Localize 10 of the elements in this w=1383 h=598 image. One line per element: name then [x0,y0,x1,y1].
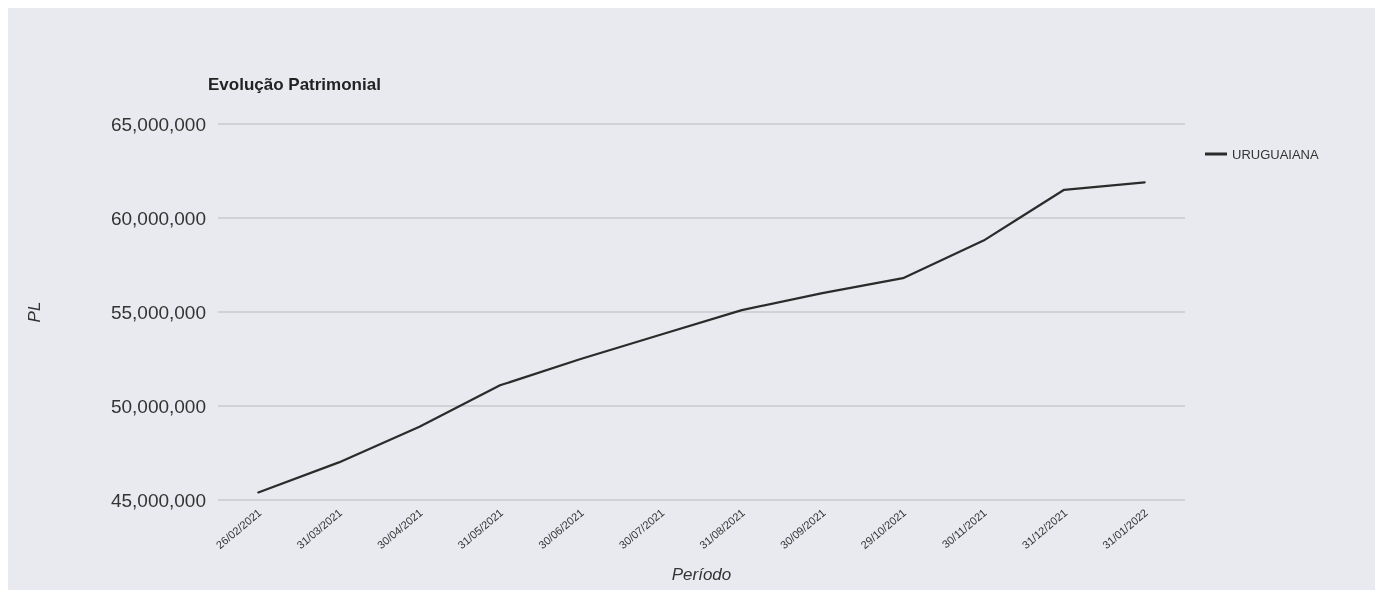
y-tick-label: 60,000,000 [110,207,206,229]
chart-title: Evolução Patrimonial [208,75,381,94]
y-tick-label: 50,000,000 [110,395,206,417]
y-tick-label: 55,000,000 [110,301,206,323]
y-tick-label: 45,000,000 [110,489,206,511]
line-series [257,181,1146,494]
legend-label: URUGUAIANA [1232,146,1320,162]
y-axis-title: PL [25,301,44,323]
x-axis-title: Período [671,565,732,584]
y-tick-label: 65,000,000 [110,113,206,135]
